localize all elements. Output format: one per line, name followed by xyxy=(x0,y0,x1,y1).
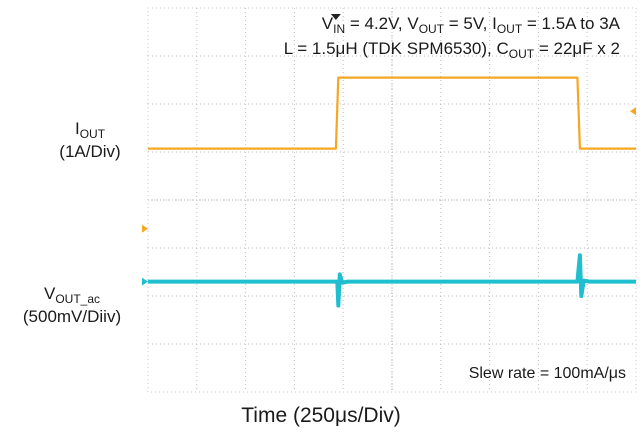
plot-grid xyxy=(147,7,637,393)
vout-ground-marker-icon xyxy=(142,277,148,286)
vout-series-name: VOUT_ac xyxy=(43,284,101,306)
vout-series-label: VOUT_ac (500mV/Diiv) xyxy=(2,283,142,327)
chart-title: VIN = 4.2V, VOUT = 5V, IOUT = 1.5A to 3A… xyxy=(150,12,620,62)
iout-scale-label: (1A/Div) xyxy=(59,142,121,161)
trigger-level-marker-icon xyxy=(630,107,636,116)
trigger-marker-icon xyxy=(330,14,341,20)
title-line-2: L = 1.5μH (TDK SPM6530), COUT = 22μF x 2 xyxy=(283,39,620,61)
title-line-1: VIN = 4.2V, VOUT = 5V, IOUT = 1.5A to 3A xyxy=(321,14,620,36)
vout-scale-label: (500mV/Diiv) xyxy=(22,307,122,326)
iout-ground-marker-icon xyxy=(142,224,148,233)
trace-iout xyxy=(148,76,636,150)
iout-series-name: IOUT xyxy=(74,119,106,141)
x-axis-label: Time (250μs/Div) xyxy=(241,404,401,427)
marker-group xyxy=(142,14,636,286)
trace-group xyxy=(148,76,636,308)
slew-rate-annotation: Slew rate = 100mA/μs xyxy=(468,365,626,382)
iout-series-label: IOUT (1A/Div) xyxy=(40,118,140,162)
trace-vout xyxy=(148,253,636,308)
